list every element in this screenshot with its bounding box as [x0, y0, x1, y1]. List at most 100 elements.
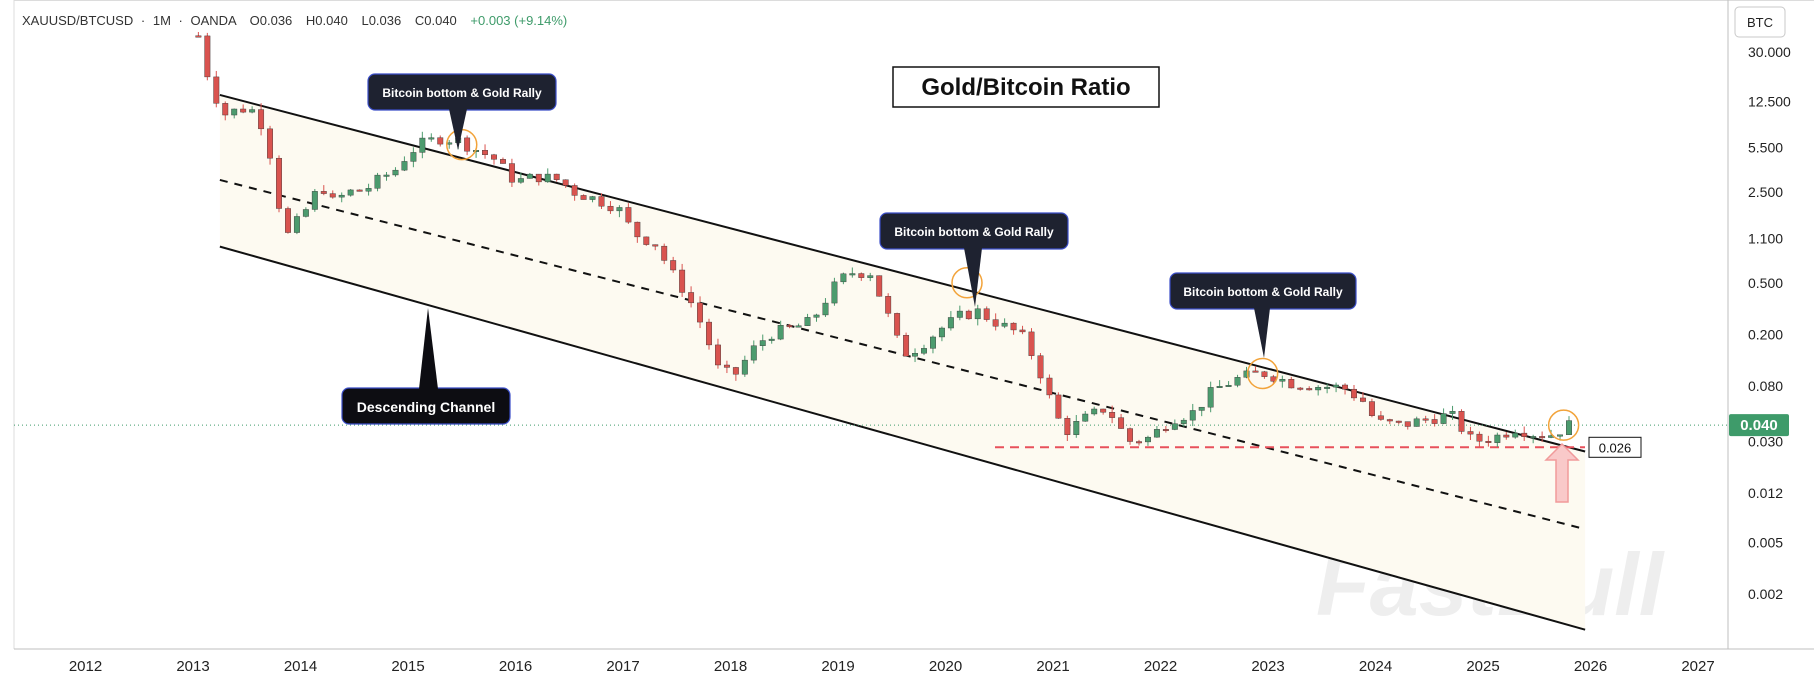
candle[interactable]: [768, 338, 775, 341]
candle[interactable]: [1073, 421, 1080, 435]
candle[interactable]: [285, 208, 291, 233]
candle[interactable]: [1351, 388, 1357, 399]
candle[interactable]: [329, 193, 336, 198]
candle[interactable]: [428, 137, 435, 140]
candle[interactable]: [974, 308, 981, 320]
candle[interactable]: [356, 189, 363, 192]
candle[interactable]: [786, 325, 793, 328]
candle[interactable]: [1413, 418, 1420, 427]
candle[interactable]: [1064, 418, 1071, 435]
candle[interactable]: [204, 35, 211, 78]
candle[interactable]: [544, 173, 551, 183]
candle[interactable]: [912, 353, 918, 357]
candle[interactable]: [894, 313, 901, 336]
candle[interactable]: [1136, 441, 1142, 444]
candle[interactable]: [410, 152, 417, 162]
candle[interactable]: [1324, 386, 1331, 389]
candle[interactable]: [750, 345, 757, 361]
candle[interactable]: [804, 317, 811, 326]
candle[interactable]: [1234, 377, 1241, 386]
candle[interactable]: [867, 275, 874, 278]
candle[interactable]: [517, 178, 524, 183]
candle[interactable]: [1252, 370, 1259, 373]
candle[interactable]: [338, 194, 345, 198]
candle[interactable]: [500, 159, 506, 164]
candle[interactable]: [1458, 411, 1465, 432]
channel-middle-line[interactable]: [219, 178, 1586, 531]
candle[interactable]: [1557, 434, 1563, 437]
candle[interactable]: [1145, 436, 1151, 443]
candle[interactable]: [983, 308, 990, 320]
candle[interactable]: [1386, 419, 1393, 422]
candle[interactable]: [1431, 419, 1438, 424]
candle[interactable]: [1082, 413, 1089, 422]
candle[interactable]: [1037, 355, 1044, 379]
candle[interactable]: [1360, 397, 1366, 402]
candle[interactable]: [1404, 421, 1411, 427]
candle[interactable]: [553, 173, 560, 180]
candle[interactable]: [652, 244, 659, 247]
candle[interactable]: [383, 174, 390, 177]
candle[interactable]: [1566, 420, 1572, 435]
candle[interactable]: [1261, 371, 1268, 377]
candle[interactable]: [1512, 432, 1519, 438]
candle[interactable]: [1342, 384, 1348, 390]
candle[interactable]: [1028, 331, 1035, 356]
candle[interactable]: [715, 344, 721, 366]
candle[interactable]: [643, 236, 650, 245]
candle[interactable]: [1306, 388, 1313, 391]
candle[interactable]: [616, 207, 623, 212]
candle[interactable]: [992, 319, 999, 327]
candle[interactable]: [1288, 378, 1295, 389]
candle[interactable]: [293, 216, 300, 233]
candle[interactable]: [1530, 436, 1537, 439]
symbol-name[interactable]: XAUUSD/BTCUSD: [22, 13, 133, 28]
candle[interactable]: [249, 109, 256, 113]
candle[interactable]: [634, 221, 641, 238]
candle[interactable]: [374, 174, 381, 189]
candle[interactable]: [1485, 441, 1492, 443]
candle[interactable]: [1118, 417, 1125, 429]
candle[interactable]: [1189, 410, 1196, 421]
candle[interactable]: [347, 189, 354, 196]
candle[interactable]: [795, 325, 802, 328]
candle[interactable]: [401, 161, 408, 171]
candle[interactable]: [1180, 419, 1187, 424]
candle[interactable]: [1297, 387, 1304, 390]
candle[interactable]: [222, 103, 229, 116]
candle[interactable]: [1019, 329, 1026, 333]
candle[interactable]: [1521, 432, 1528, 438]
candle[interactable]: [903, 335, 910, 357]
candle[interactable]: [311, 191, 318, 210]
candle[interactable]: [1109, 412, 1116, 418]
candle[interactable]: [938, 327, 945, 338]
candle[interactable]: [419, 137, 426, 153]
candle[interactable]: [759, 340, 766, 346]
candle[interactable]: [1315, 387, 1322, 391]
candle[interactable]: [213, 76, 220, 104]
currency-button[interactable]: BTC: [1734, 6, 1786, 38]
candle[interactable]: [562, 179, 569, 186]
candle[interactable]: [822, 302, 829, 316]
candle[interactable]: [320, 191, 327, 194]
candle[interactable]: [1333, 384, 1340, 388]
candle[interactable]: [723, 364, 730, 368]
candle[interactable]: [1377, 415, 1384, 420]
candle[interactable]: [1449, 411, 1456, 414]
candle[interactable]: [1091, 408, 1098, 415]
candle[interactable]: [482, 150, 488, 155]
candle[interactable]: [240, 108, 247, 113]
candle[interactable]: [965, 310, 972, 320]
candle[interactable]: [1162, 429, 1169, 432]
candle[interactable]: [697, 302, 703, 323]
candle[interactable]: [706, 321, 712, 346]
candle[interactable]: [589, 196, 596, 200]
candle[interactable]: [858, 273, 865, 278]
candle[interactable]: [1503, 434, 1510, 438]
candle[interactable]: [813, 314, 820, 318]
candle[interactable]: [1055, 394, 1062, 419]
candle[interactable]: [1395, 420, 1402, 423]
time-axis[interactable]: 2012 2013 2014 2015 2016 2017 2018 2019 2020 2021…: [69, 658, 1715, 675]
candle[interactable]: [607, 205, 614, 212]
